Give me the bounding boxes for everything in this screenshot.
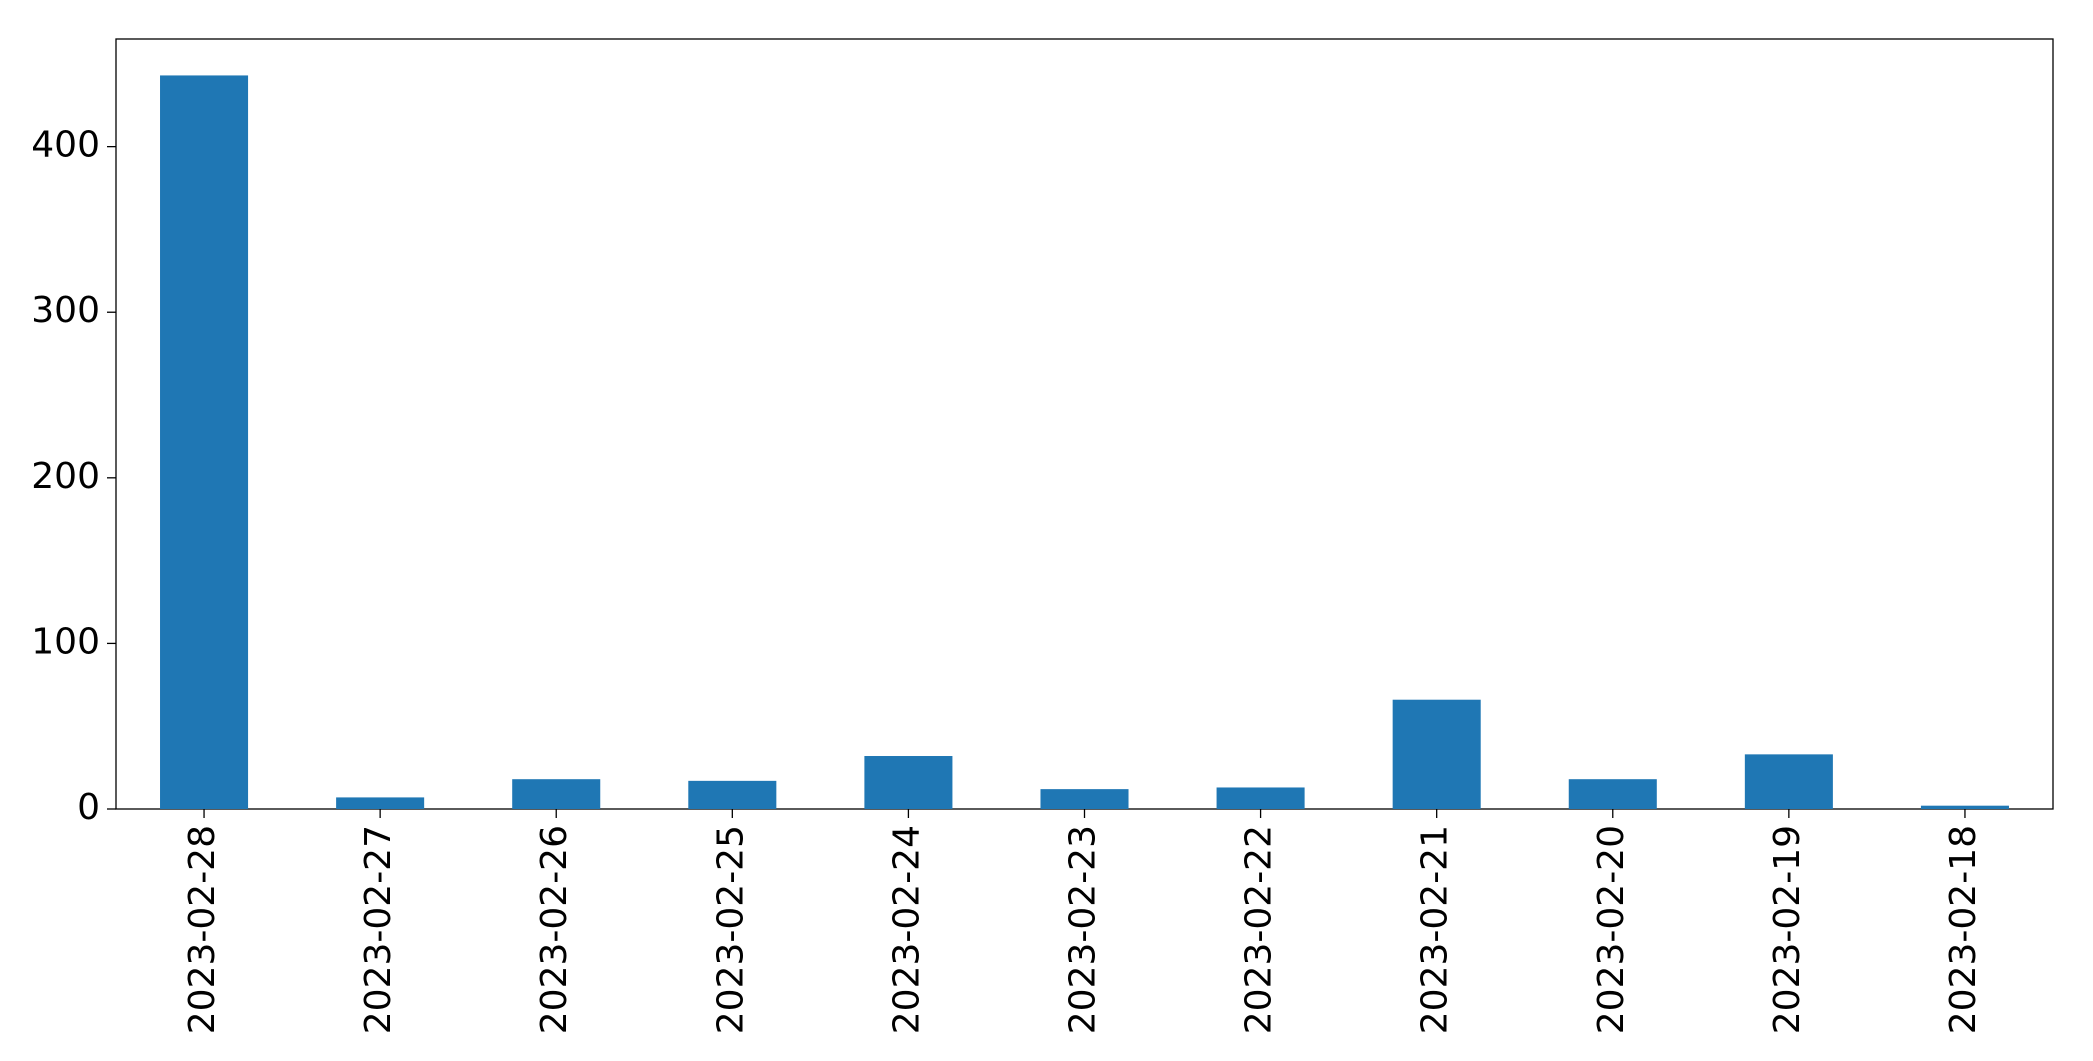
x-tick-label: 2023-02-21 <box>1415 825 1456 1034</box>
x-tick-label: 2023-02-22 <box>1239 825 1280 1034</box>
y-tick-label: 400 <box>31 125 100 166</box>
x-tick-label: 2023-02-18 <box>1943 825 1984 1034</box>
bar <box>1392 699 1481 809</box>
y-tick-label: 200 <box>31 456 100 497</box>
x-tick-label: 2023-02-28 <box>182 825 223 1034</box>
bar <box>1920 805 2009 809</box>
x-tick-label: 2023-02-20 <box>1591 825 1632 1034</box>
x-tick-label: 2023-02-26 <box>534 825 575 1034</box>
x-tick-label: 2023-02-25 <box>710 825 751 1034</box>
bar <box>512 779 601 809</box>
bar <box>1568 779 1657 809</box>
y-tick-label: 0 <box>77 787 100 828</box>
bar <box>1744 754 1833 809</box>
x-tick-label: 2023-02-23 <box>1063 825 1104 1034</box>
x-tick-label: 2023-02-27 <box>358 825 399 1034</box>
bar <box>336 797 425 809</box>
x-tick-label: 2023-02-19 <box>1767 825 1808 1034</box>
plot-frame <box>115 38 2054 810</box>
bar <box>1040 789 1129 809</box>
x-tick-label: 2023-02-24 <box>886 825 927 1034</box>
y-tick-label: 300 <box>31 290 100 331</box>
bar <box>864 756 953 809</box>
bar <box>1216 787 1305 809</box>
bar <box>688 780 777 809</box>
bar <box>160 75 249 809</box>
y-tick-label: 100 <box>31 621 100 662</box>
